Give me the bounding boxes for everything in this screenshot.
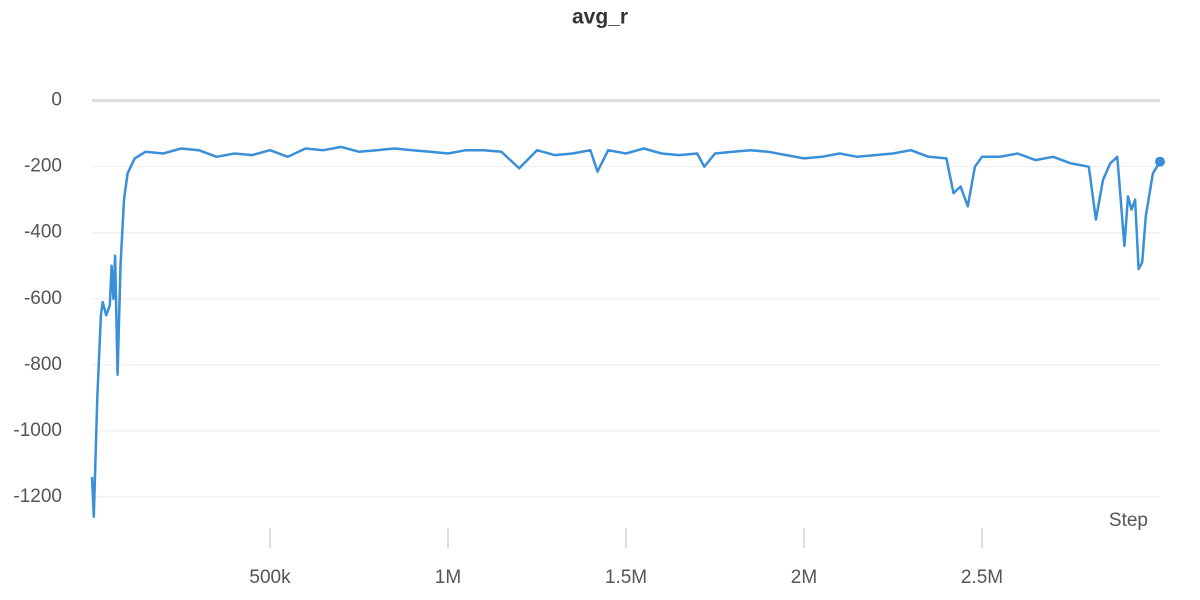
y-tick-label: -800: [24, 354, 62, 375]
y-tick-label: -1200: [13, 486, 62, 507]
x-axis-label: Step: [1109, 510, 1148, 531]
y-tick-label: -1000: [13, 420, 62, 441]
x-tick-label: 500k: [249, 567, 291, 588]
x-tick-label: 1M: [435, 567, 461, 588]
x-tick-label: 1.5M: [605, 567, 647, 588]
y-tick-label: -400: [24, 222, 62, 243]
y-tick-label: 0: [51, 90, 62, 111]
chart-title: avg_r: [572, 6, 628, 29]
x-tick-label: 2M: [791, 567, 817, 588]
y-tick-label: -200: [24, 156, 62, 177]
data-line: [90, 145, 1162, 518]
last-point: [1155, 156, 1165, 167]
y-tick-label: -600: [24, 288, 62, 309]
x-tick-label: 2.5M: [961, 567, 1003, 588]
